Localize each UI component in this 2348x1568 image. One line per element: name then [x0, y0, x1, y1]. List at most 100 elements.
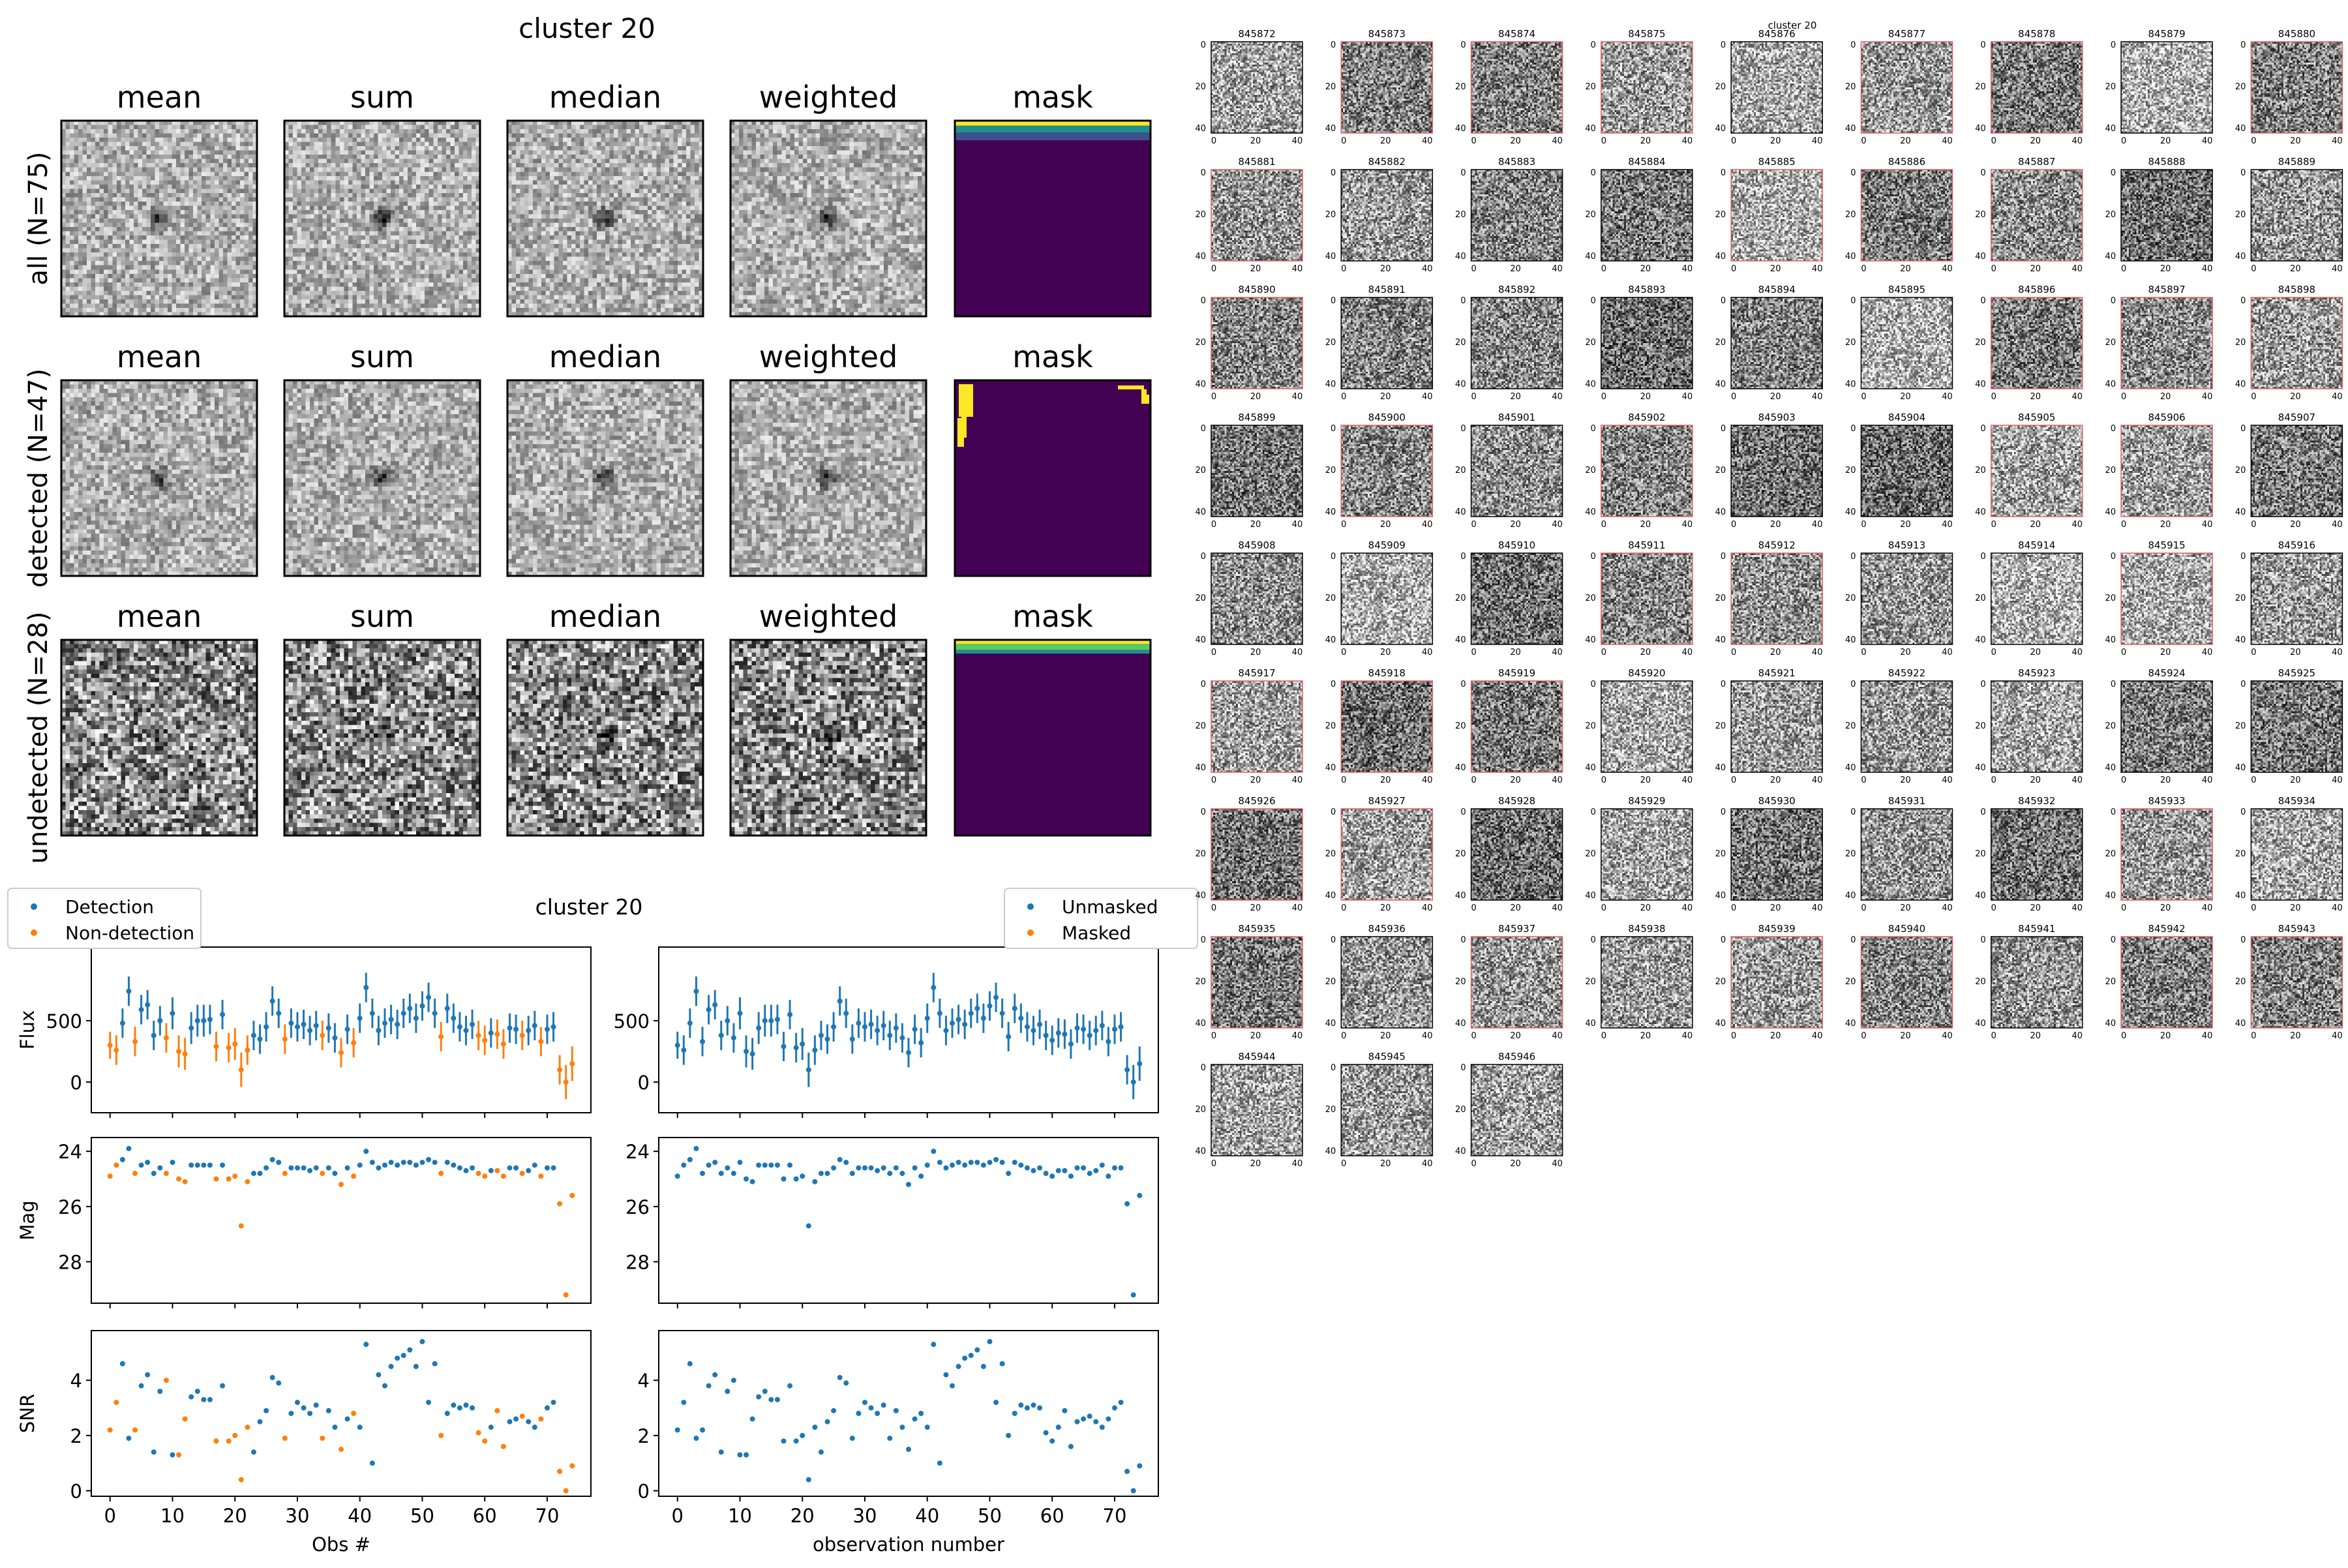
cutout-x-tick: 20: [1770, 136, 1781, 146]
stack-image-frame: [283, 639, 481, 837]
cutout-id: 845912: [1758, 539, 1796, 551]
mag-point: [781, 1176, 787, 1182]
cutout-y-tick: 20: [2105, 977, 2116, 987]
cutout-y-tick: 20: [1845, 466, 1856, 475]
cutout-id: 845943: [2278, 923, 2315, 935]
cutout-y-tick: 40: [1975, 380, 1986, 389]
mag-point: [912, 1165, 918, 1171]
mag-point: [282, 1171, 288, 1177]
cutout-x-tick: 0: [1991, 1031, 1996, 1041]
mask-pixels: [1145, 395, 1149, 404]
legend-box: [7, 888, 202, 949]
flux-point: [781, 1044, 787, 1049]
mag-point: [1043, 1171, 1049, 1177]
cutout-id: 845946: [1498, 1051, 1535, 1063]
cutout-frame: [1601, 425, 1693, 517]
cutout-y-tick: 0: [1981, 935, 1986, 945]
cutout-y-tick: 40: [2105, 635, 2116, 645]
mag-point: [363, 1149, 369, 1154]
flux-point: [1062, 1031, 1068, 1037]
snr-point: [1118, 1400, 1124, 1406]
cutout-x-tick: 20: [1510, 648, 1521, 657]
mag-point: [382, 1162, 388, 1168]
snr-point: [519, 1413, 525, 1419]
snr-point: [419, 1338, 425, 1344]
flux-point: [1049, 1037, 1055, 1043]
cutout-x-tick: 40: [2332, 136, 2343, 146]
cutout-frame: [1730, 169, 1823, 262]
cutout-y-tick: 40: [2105, 891, 2116, 901]
cutout-frame: [2120, 41, 2213, 134]
snr-point: [1068, 1443, 1074, 1449]
snr-point: [1006, 1432, 1012, 1438]
cutout-id: 845900: [1368, 412, 1406, 423]
cutout-x-tick: 0: [1991, 136, 1996, 146]
cutout-frame: [2250, 425, 2343, 517]
flux-point: [943, 1027, 949, 1033]
cutout-x-tick: 40: [2202, 136, 2213, 146]
stack-image: [61, 380, 257, 576]
mag-point: [388, 1160, 394, 1166]
snr-point: [1012, 1411, 1017, 1416]
cutout-frame: [2250, 169, 2343, 262]
y-tick-label: 26: [58, 1196, 82, 1218]
snr-point: [176, 1452, 182, 1458]
cutout-y-tick: 20: [2105, 721, 2116, 731]
cutout-y-tick: 40: [1325, 1147, 1336, 1156]
cutout-frame: [1730, 808, 1823, 901]
cutout-y-tick: 0: [1331, 935, 1336, 945]
snr-point: [987, 1338, 993, 1344]
cutout-x-tick: 20: [1770, 776, 1781, 785]
cutout-y-tick: 20: [1715, 721, 1726, 731]
cutout-x-tick: 40: [1552, 392, 1563, 402]
cutout-image: [1471, 553, 1563, 644]
cutout-y-tick: 20: [1715, 594, 1726, 603]
axis-xlabel: Obs #: [312, 1533, 370, 1556]
cutout-x-tick: 0: [1211, 776, 1216, 785]
cutout-x-tick: 0: [1601, 136, 1606, 146]
flux-point: [1074, 1025, 1080, 1031]
flux-point: [407, 1006, 413, 1012]
flux-point: [712, 1002, 718, 1008]
cutout-x-tick: 40: [1552, 903, 1563, 913]
mag-point: [756, 1162, 762, 1168]
cutout-x-tick: 0: [1211, 1031, 1216, 1041]
cutout-image: [1211, 297, 1302, 389]
axis-xlabel: observation number: [813, 1533, 1004, 1556]
cutout-y-tick: 0: [1331, 424, 1336, 434]
cutout-x-tick: 20: [1250, 520, 1261, 530]
cutout-x-tick: 0: [2121, 903, 2126, 913]
cutout-x-tick: 20: [2160, 648, 2171, 657]
cutout-y-tick: 40: [1195, 891, 1206, 901]
snr-point: [482, 1438, 488, 1444]
snr-point: [962, 1355, 968, 1361]
flux-point: [856, 1020, 862, 1026]
cutout-x-tick: 20: [1770, 648, 1781, 657]
mag-point: [107, 1173, 113, 1179]
cutout-y-tick: 40: [2105, 763, 2116, 773]
cutout-id: 845919: [1498, 667, 1535, 679]
cutout-frame: [2250, 297, 2343, 389]
cutout-frame: [1211, 552, 1303, 645]
cutout-x-tick: 0: [1211, 264, 1216, 274]
cutout-y-tick: 0: [2240, 296, 2246, 306]
snr-point: [388, 1364, 394, 1370]
snr-point: [993, 1400, 999, 1406]
flux-point: [1018, 1016, 1024, 1021]
cutout-x-tick: 20: [1770, 520, 1781, 530]
cutout-x-tick: 20: [1640, 136, 1651, 146]
cutout-y-tick: 0: [1850, 168, 1856, 178]
cutout-x-tick: 40: [1942, 903, 1953, 913]
cutout-y-tick: 0: [1201, 552, 1206, 562]
cutout-y-tick: 40: [1845, 891, 1856, 901]
flux-point: [470, 1021, 475, 1027]
flux-point: [1006, 1034, 1012, 1040]
cutout-x-tick: 20: [1250, 648, 1261, 657]
flux-point: [899, 1035, 905, 1041]
mag-point: [482, 1173, 488, 1179]
stack-column-label: mean: [117, 339, 202, 374]
flux-point: [107, 1042, 113, 1048]
x-tick-label: 20: [223, 1505, 247, 1527]
snr-point: [470, 1405, 475, 1411]
snr-point: [475, 1430, 481, 1436]
